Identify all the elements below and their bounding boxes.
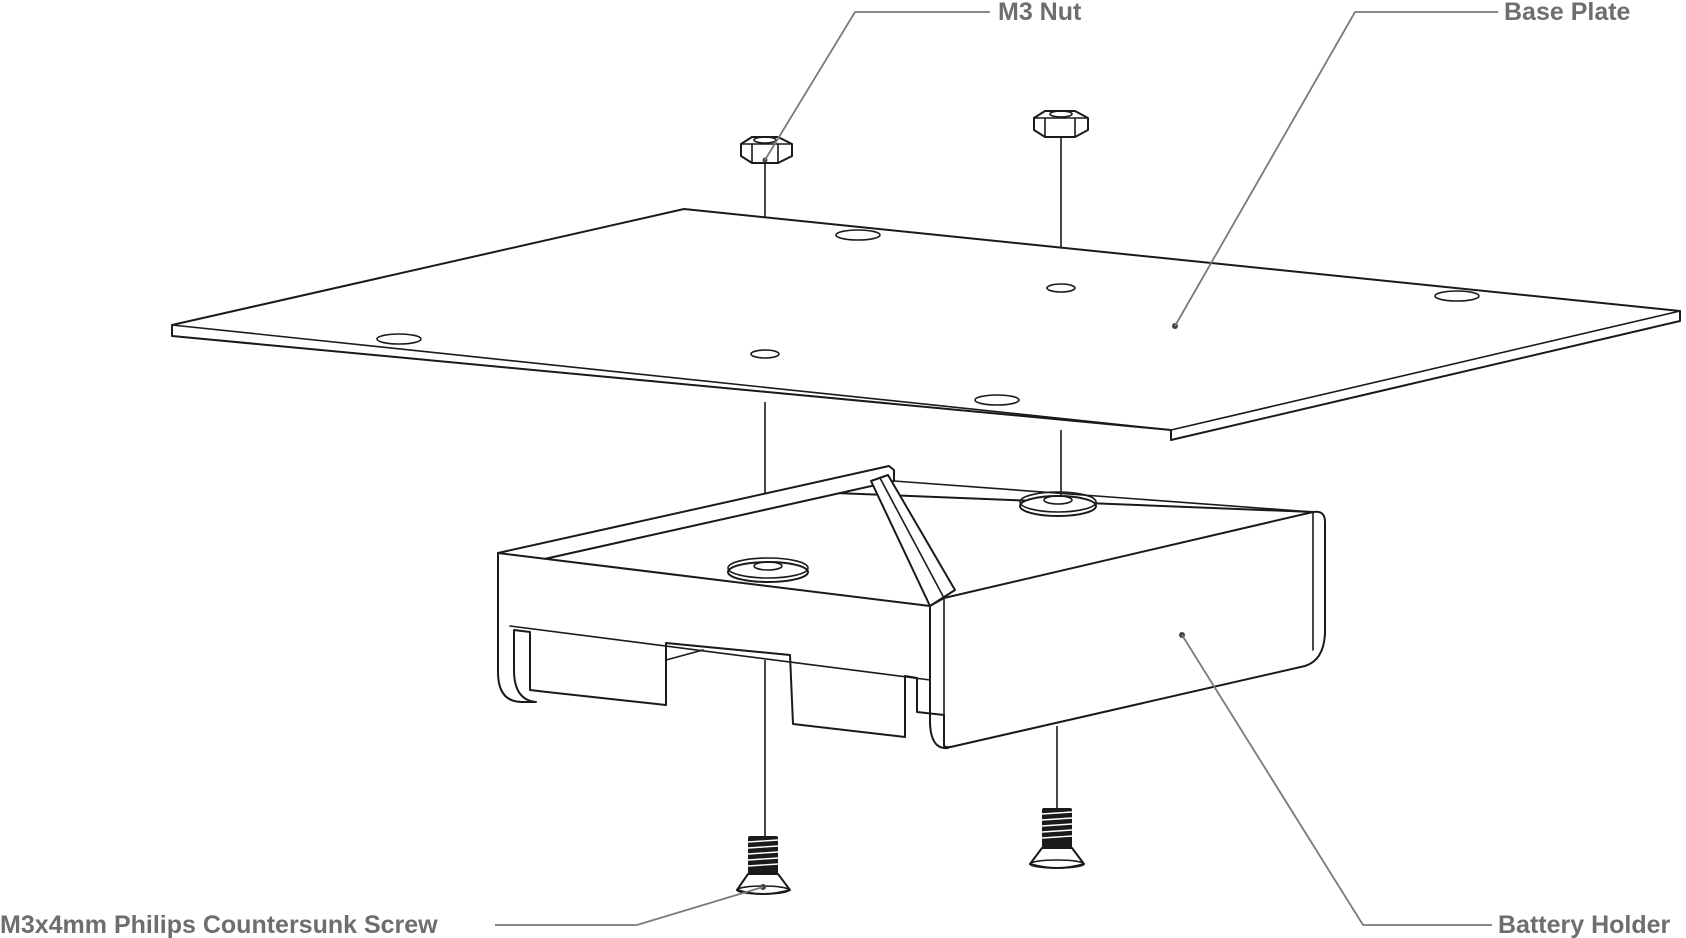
holder-boss-left [727, 557, 809, 583]
leader-lines [495, 11, 1498, 926]
label-m3-nut: M3 Nut [998, 0, 1082, 26]
label-countersunk-screw: M3x4mm Philips Countersunk Screw [0, 911, 438, 938]
leader-screw [495, 886, 764, 926]
battery-holder [497, 465, 1326, 750]
base-plate-holes [376, 229, 1480, 406]
label-base-plate: Base Plate [1504, 0, 1631, 26]
countersunk-screw-left [736, 836, 791, 895]
holder-boss-right [1019, 491, 1097, 517]
countersunk-screw-right [1029, 808, 1085, 869]
m3-nut-right [1033, 110, 1089, 138]
label-battery-holder: Battery Holder [1498, 911, 1671, 938]
leader-holder [1181, 634, 1492, 926]
base-plate [171, 208, 1681, 441]
leader-plate [1174, 11, 1498, 327]
leader-nut [764, 11, 990, 161]
